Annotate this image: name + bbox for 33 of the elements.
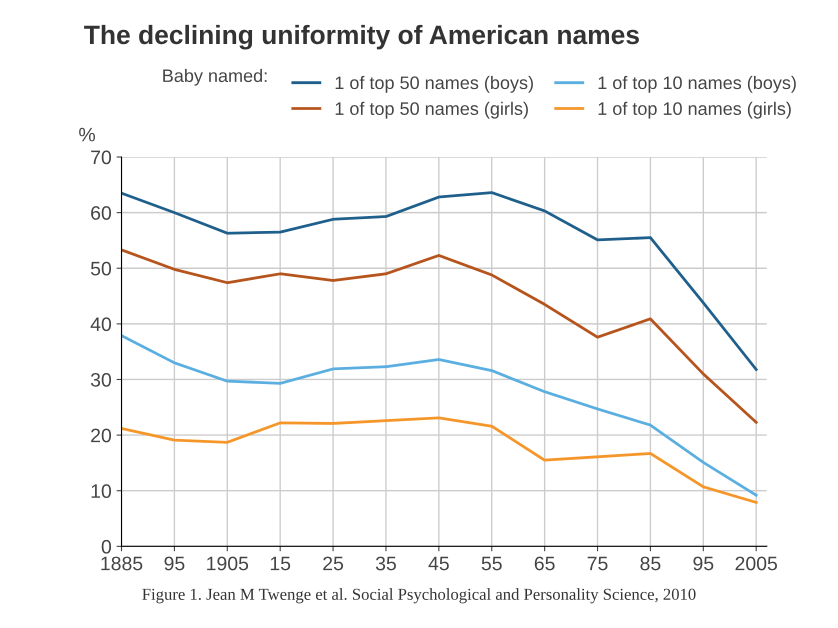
legend-label: 1 of top 50 names (girls) [336, 102, 528, 119]
y-axis-title: % [79, 128, 96, 142]
y-tick-label: 50 [90, 262, 112, 276]
legend-label: 1 of top 10 names (girls) [598, 102, 791, 119]
legend-label: 1 of top 10 names (boys) [598, 76, 796, 93]
x-tick-label: 75 [588, 556, 608, 570]
x-tick-label: 2005 [736, 556, 778, 570]
y-tick-label: 20 [91, 428, 112, 442]
line-series [122, 248, 758, 424]
x-tick-label: 85 [640, 556, 660, 570]
x-tick-label: 25 [323, 556, 344, 570]
x-tick-label: 45 [428, 556, 449, 570]
x-tick-label: 55 [482, 556, 502, 570]
line-series [122, 191, 758, 371]
y-tick-label: 30 [90, 372, 112, 387]
line-series [122, 416, 758, 504]
x-tick-label: 95 [693, 556, 714, 570]
x-tick-label: 35 [376, 556, 396, 570]
y-tick-label: 60 [91, 206, 112, 220]
x-tick-label: 1905 [207, 556, 248, 570]
x-tick-label: 15 [270, 556, 290, 570]
x-tick-label: 1885 [101, 556, 142, 570]
y-tick-label: 70 [91, 150, 112, 164]
caption: Figure 1. Jean M Twenge et al. Social Psychological and Personality Science, 2010 [142, 588, 696, 604]
chart-title: The declining uniformity of American names [84, 24, 639, 50]
legend-label: 1 of top 50 names (boys) [336, 76, 533, 93]
line-series [122, 334, 758, 497]
y-tick-label: 40 [90, 317, 112, 332]
y-tick-label: 10 [92, 484, 112, 498]
legend-title: Baby named: [163, 68, 267, 86]
x-tick-label: 95 [164, 556, 184, 570]
y-tick-label: 0 [102, 540, 112, 554]
x-tick-label: 65 [534, 556, 555, 570]
